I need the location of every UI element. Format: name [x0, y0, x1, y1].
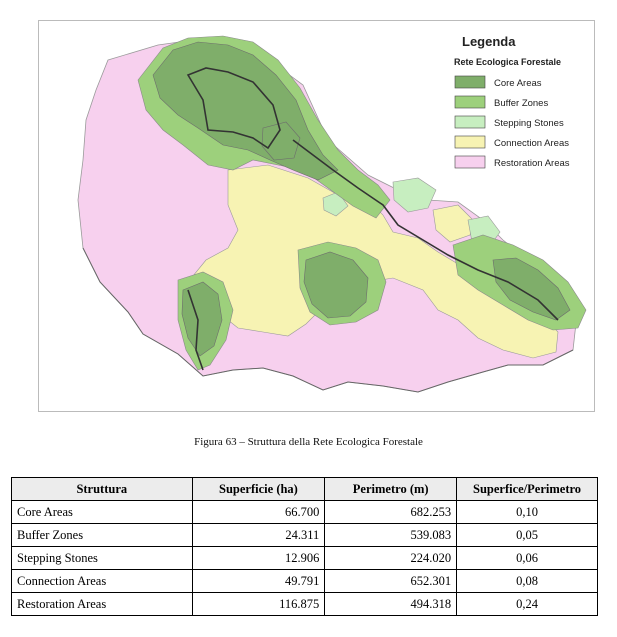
legend-title: Legenda [462, 34, 516, 49]
table-row: Buffer Zones 24.311 539.083 0,05 [11, 523, 598, 547]
legend-swatch-restoration [454, 155, 486, 169]
cell-perimetro: 682.253 [324, 500, 458, 524]
cell-ratio: 0,06 [456, 546, 598, 570]
legend: Legenda Rete Ecologica Forestale Core Ar… [454, 34, 570, 169]
table-row: Restoration Areas 116.875 494.318 0,24 [11, 592, 598, 616]
cell-struttura: Core Areas [11, 500, 193, 524]
table-row: Connection Areas 49.791 652.301 0,08 [11, 569, 598, 593]
legend-label-core: Core Areas [494, 78, 542, 89]
cell-perimetro: 494.318 [324, 592, 458, 616]
legend-swatch-buffer [454, 95, 486, 109]
legend-label-buffer: Buffer Zones [494, 98, 548, 109]
stepping-stones-region [392, 177, 437, 213]
header-ratio: Superfice/Perimetro [456, 477, 598, 501]
connection-areas-region [432, 204, 474, 243]
cell-struttura: Connection Areas [11, 569, 193, 593]
header-struttura: Struttura [11, 477, 193, 501]
table-row: Stepping Stones 12.906 224.020 0,06 [11, 546, 598, 570]
legend-label-restoration: Restoration Areas [494, 158, 570, 169]
cell-ratio: 0,08 [456, 569, 598, 593]
core-areas-region [492, 257, 571, 321]
cell-struttura: Stepping Stones [11, 546, 193, 570]
forest-network-map: Legenda Rete Ecologica Forestale Core Ar… [38, 20, 595, 412]
cell-superficie: 24.311 [191, 523, 326, 547]
core-areas-region [303, 251, 369, 319]
park-boundary-line [292, 139, 559, 321]
cell-ratio: 0,10 [456, 500, 598, 524]
legend-swatch-stepping [454, 115, 486, 129]
park-boundary-line [186, 67, 281, 150]
figure-caption: Figura 63 – Struttura della Rete Ecologi… [194, 436, 423, 448]
legend-label-stepping: Stepping Stones [494, 118, 564, 129]
cell-ratio: 0,05 [456, 523, 598, 547]
cell-perimetro: 539.083 [324, 523, 458, 547]
cell-ratio: 0,24 [456, 592, 598, 616]
cell-superficie: 66.700 [191, 500, 326, 524]
cell-struttura: Restoration Areas [11, 592, 193, 616]
cell-struttura: Buffer Zones [11, 523, 193, 547]
coastline [82, 247, 574, 393]
legend-swatch-connection [454, 135, 486, 149]
park-boundary-line [187, 289, 204, 371]
legend-swatch-core [454, 75, 486, 89]
table-header-row: Struttura Superficie (ha) Perimetro (m) … [11, 477, 598, 501]
cell-perimetro: 652.301 [324, 569, 458, 593]
legend-label-connection: Connection Areas [494, 138, 569, 149]
table-row: Core Areas 66.700 682.253 0,10 [11, 500, 598, 524]
header-perimetro: Perimetro (m) [324, 477, 458, 501]
core-areas-region [261, 121, 301, 161]
structure-table: Struttura Superficie (ha) Perimetro (m) … [11, 477, 598, 616]
legend-subtitle: Rete Ecologica Forestale [454, 57, 561, 67]
header-superficie: Superficie (ha) [191, 477, 326, 501]
cell-superficie: 49.791 [191, 569, 326, 593]
cell-superficie: 12.906 [191, 546, 326, 570]
cell-perimetro: 224.020 [324, 546, 458, 570]
cell-superficie: 116.875 [191, 592, 326, 616]
